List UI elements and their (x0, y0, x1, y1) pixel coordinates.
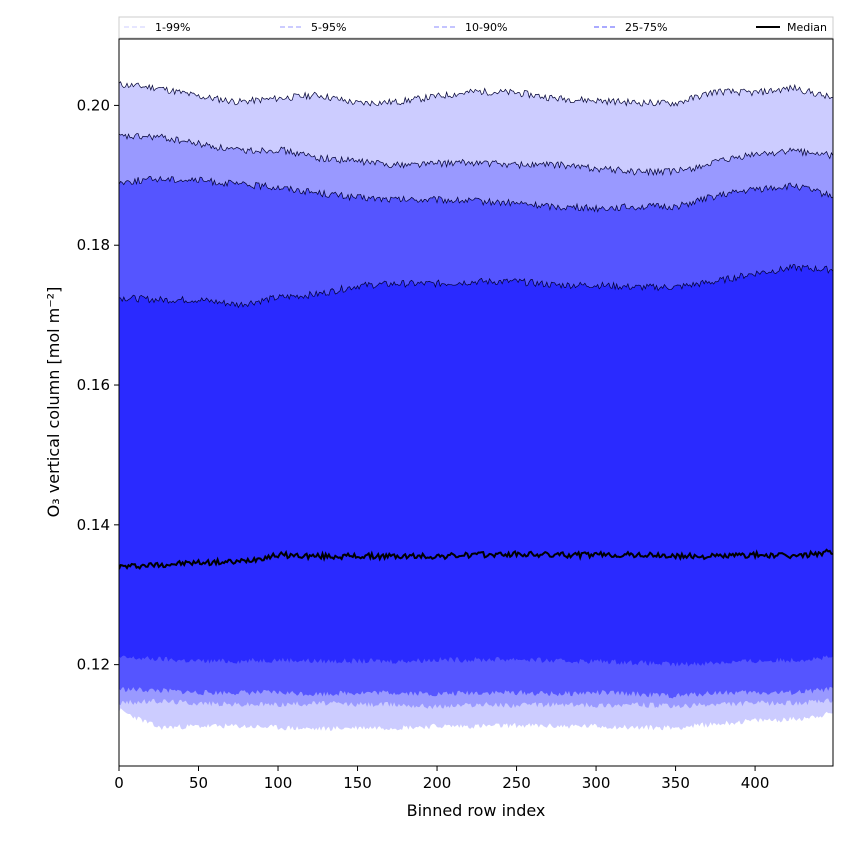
legend-box (118, 16, 834, 39)
x-tick-label: 0 (114, 774, 124, 792)
x-axis-label: Binned row index (407, 801, 546, 820)
y-tick-label: 0.18 (77, 236, 110, 254)
y-axis-label: O₃ vertical column [mol m⁻²] (44, 287, 63, 518)
band-upper-edge-1-99% (119, 81, 833, 107)
y-tick-label: 0.16 (77, 376, 110, 394)
x-tick-label: 300 (582, 774, 611, 792)
x-axis: 0 50 100 150 200 250 300 350 400 (114, 766, 769, 792)
x-tick-label: 400 (741, 774, 770, 792)
legend-label: 25-75% (625, 21, 667, 34)
x-tick-label: 150 (343, 774, 372, 792)
median-line (119, 548, 833, 570)
median-layer (119, 548, 833, 570)
legend-label: 1-99% (155, 21, 190, 34)
legend: 1-99% 5-95% 10-90% 25-75% Median (118, 16, 834, 39)
plot-frame (118, 38, 834, 767)
legend-label: 5-95% (311, 21, 346, 34)
x-tick-label: 250 (502, 774, 531, 792)
x-tick-label: 200 (423, 774, 452, 792)
legend-label: 10-90% (465, 21, 507, 34)
legend-label: Median (787, 21, 827, 34)
band-upper-edge-10-90% (119, 175, 833, 213)
y-tick-label: 0.12 (77, 656, 110, 674)
x-tick-label: 100 (264, 774, 293, 792)
band-upper-edge-5-95% (119, 133, 833, 177)
band-upper-edge-25-75% (119, 263, 833, 309)
band-layer (119, 81, 833, 732)
y-tick-label: 0.20 (77, 96, 110, 114)
y-tick-label: 0.14 (77, 516, 110, 534)
y-axis: 0.12 0.14 0.16 0.18 0.20 (77, 96, 119, 674)
band-25-75% (119, 264, 833, 667)
x-tick-label: 50 (189, 774, 208, 792)
x-tick-label: 350 (661, 774, 690, 792)
